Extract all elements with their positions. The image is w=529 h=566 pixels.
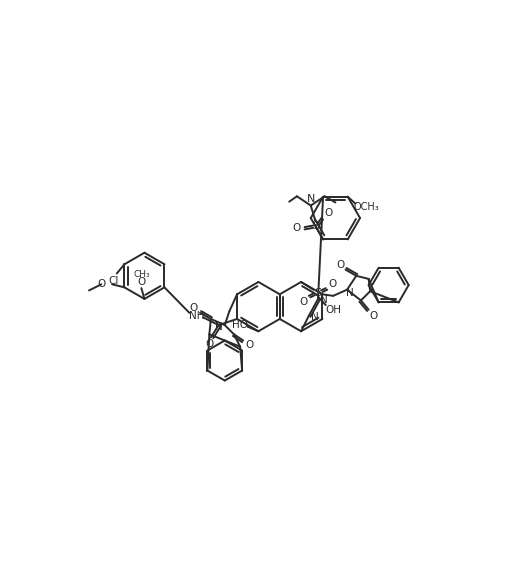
Text: O: O — [205, 338, 214, 349]
Text: S: S — [314, 288, 322, 298]
Text: N: N — [307, 194, 315, 204]
Text: O: O — [337, 260, 345, 270]
Text: N: N — [321, 295, 328, 305]
Text: N: N — [346, 288, 354, 298]
Text: N: N — [215, 321, 223, 332]
Text: O: O — [97, 279, 105, 289]
Text: O: O — [299, 297, 307, 307]
Text: NH: NH — [189, 311, 205, 321]
Text: N: N — [311, 312, 319, 321]
Text: O: O — [369, 311, 377, 321]
Text: O: O — [137, 277, 145, 287]
Text: S: S — [312, 221, 319, 230]
Text: Cl: Cl — [108, 276, 119, 286]
Text: O: O — [293, 223, 301, 233]
Text: O: O — [329, 278, 337, 289]
Text: HO: HO — [232, 320, 248, 330]
Text: O: O — [324, 208, 333, 218]
Text: OCH₃: OCH₃ — [353, 201, 379, 212]
Text: O: O — [190, 303, 198, 313]
Text: CH₃: CH₃ — [133, 270, 150, 279]
Text: O: O — [245, 340, 253, 350]
Text: OH: OH — [325, 305, 341, 315]
